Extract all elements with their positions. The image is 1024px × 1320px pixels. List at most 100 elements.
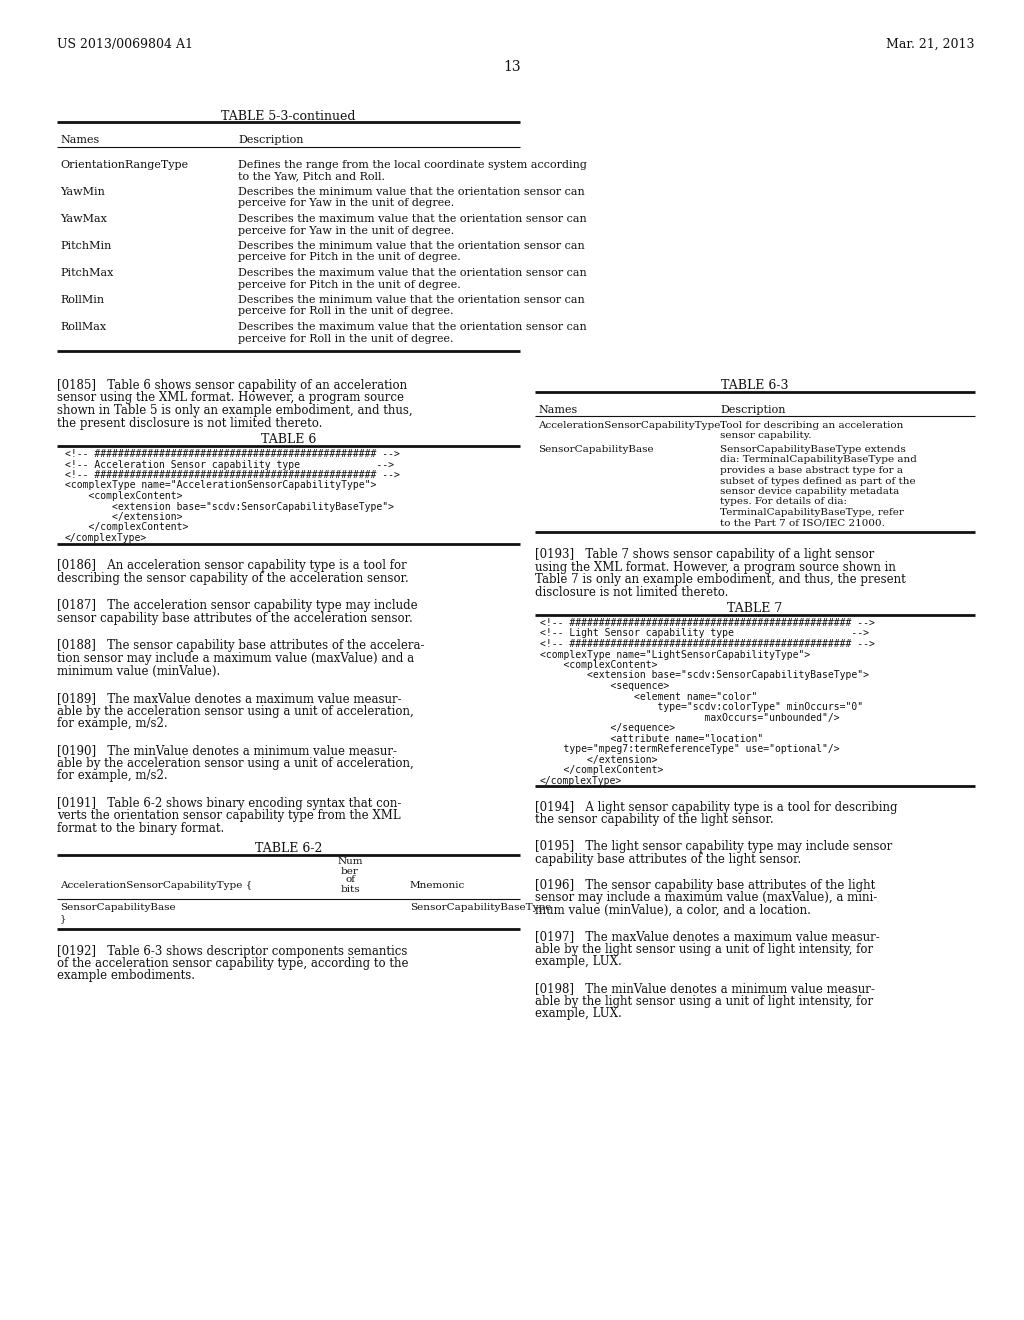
Text: <element name="color": <element name="color" xyxy=(540,692,758,701)
Text: </sequence>: </sequence> xyxy=(540,723,675,733)
Text: using the XML format. However, a program source shown in: using the XML format. However, a program… xyxy=(535,561,896,573)
Text: TABLE 6-3: TABLE 6-3 xyxy=(721,379,788,392)
Text: <complexContent>: <complexContent> xyxy=(65,491,182,502)
Text: <attribute name="location": <attribute name="location" xyxy=(540,734,763,743)
Text: <extension base="scdv:SensorCapabilityBaseType">: <extension base="scdv:SensorCapabilityBa… xyxy=(540,671,869,681)
Text: disclosure is not limited thereto.: disclosure is not limited thereto. xyxy=(535,586,728,598)
Text: mum value (minValue), a color, and a location.: mum value (minValue), a color, and a loc… xyxy=(535,904,811,917)
Text: for example, m/s2.: for example, m/s2. xyxy=(57,717,168,730)
Text: ber: ber xyxy=(341,866,359,875)
Text: able by the acceleration sensor using a unit of acceleration,: able by the acceleration sensor using a … xyxy=(57,756,414,770)
Text: provides a base abstract type for a: provides a base abstract type for a xyxy=(720,466,903,475)
Text: <sequence>: <sequence> xyxy=(540,681,670,690)
Text: to the Part 7 of ISO/IEC 21000.: to the Part 7 of ISO/IEC 21000. xyxy=(720,519,885,528)
Text: minimum value (minValue).: minimum value (minValue). xyxy=(57,664,220,677)
Text: of: of xyxy=(345,875,355,884)
Text: describing the sensor capability of the acceleration sensor.: describing the sensor capability of the … xyxy=(57,572,409,585)
Text: TABLE 6-2: TABLE 6-2 xyxy=(255,842,323,854)
Text: subset of types defined as part of the: subset of types defined as part of the xyxy=(720,477,915,486)
Text: [0188]   The sensor capability base attributes of the accelera-: [0188] The sensor capability base attrib… xyxy=(57,639,425,652)
Text: </extension>: </extension> xyxy=(65,512,182,521)
Text: SensorCapabilityBaseType extends: SensorCapabilityBaseType extends xyxy=(720,445,906,454)
Text: able by the light sensor using a unit of light intensity, for: able by the light sensor using a unit of… xyxy=(535,942,873,956)
Text: [0186]   An acceleration sensor capability type is a tool for: [0186] An acceleration sensor capability… xyxy=(57,560,407,573)
Text: Describes the minimum value that the orientation sensor can: Describes the minimum value that the ori… xyxy=(238,242,585,251)
Text: TABLE 6: TABLE 6 xyxy=(261,433,316,446)
Text: [0192]   Table 6-3 shows descriptor components semantics: [0192] Table 6-3 shows descriptor compon… xyxy=(57,945,408,957)
Text: dia: TerminalCapabilityBaseType and: dia: TerminalCapabilityBaseType and xyxy=(720,455,916,465)
Text: Describes the maximum value that the orientation sensor can: Describes the maximum value that the ori… xyxy=(238,214,587,224)
Text: Describes the minimum value that the orientation sensor can: Describes the minimum value that the ori… xyxy=(238,187,585,197)
Text: the present disclosure is not limited thereto.: the present disclosure is not limited th… xyxy=(57,417,323,429)
Text: TABLE 5-3-continued: TABLE 5-3-continued xyxy=(221,110,355,123)
Text: </complexType>: </complexType> xyxy=(65,533,147,543)
Text: [0189]   The maxValue denotes a maximum value measur-: [0189] The maxValue denotes a maximum va… xyxy=(57,692,401,705)
Text: Table 7 is only an example embodiment, and thus, the present: Table 7 is only an example embodiment, a… xyxy=(535,573,906,586)
Text: perceive for Pitch in the unit of degree.: perceive for Pitch in the unit of degree… xyxy=(238,280,461,289)
Text: YawMax: YawMax xyxy=(60,214,106,224)
Text: <complexContent>: <complexContent> xyxy=(540,660,657,671)
Text: Describes the maximum value that the orientation sensor can: Describes the maximum value that the ori… xyxy=(238,322,587,333)
Text: sensor device capability metadata: sensor device capability metadata xyxy=(720,487,899,496)
Text: <!-- ################################################ -->: <!-- ###################################… xyxy=(65,449,400,459)
Text: for example, m/s2.: for example, m/s2. xyxy=(57,770,168,783)
Text: to the Yaw, Pitch and Roll.: to the Yaw, Pitch and Roll. xyxy=(238,172,385,181)
Text: tion sensor may include a maximum value (maxValue) and a: tion sensor may include a maximum value … xyxy=(57,652,414,665)
Text: Description: Description xyxy=(238,135,303,145)
Text: [0190]   The minValue denotes a minimum value measur-: [0190] The minValue denotes a minimum va… xyxy=(57,744,397,758)
Text: Mar. 21, 2013: Mar. 21, 2013 xyxy=(887,38,975,51)
Text: Names: Names xyxy=(538,405,578,414)
Text: RollMin: RollMin xyxy=(60,294,104,305)
Text: type="scdv:colorType" minOccurs="0": type="scdv:colorType" minOccurs="0" xyxy=(540,702,863,711)
Text: able by the acceleration sensor using a unit of acceleration,: able by the acceleration sensor using a … xyxy=(57,705,414,718)
Text: Describes the minimum value that the orientation sensor can: Describes the minimum value that the ori… xyxy=(238,294,585,305)
Text: sensor capability base attributes of the acceleration sensor.: sensor capability base attributes of the… xyxy=(57,612,413,624)
Text: </complexType>: </complexType> xyxy=(540,776,623,785)
Text: type="mpeg7:termReferenceType" use="optional"/>: type="mpeg7:termReferenceType" use="opti… xyxy=(540,744,840,754)
Text: Names: Names xyxy=(60,135,99,145)
Text: example, LUX.: example, LUX. xyxy=(535,1007,622,1020)
Text: SensorCapabilityBase: SensorCapabilityBase xyxy=(538,445,653,454)
Text: capability base attributes of the light sensor.: capability base attributes of the light … xyxy=(535,853,801,866)
Text: of the acceleration sensor capability type, according to the: of the acceleration sensor capability ty… xyxy=(57,957,409,970)
Text: [0185]   Table 6 shows sensor capability of an acceleration: [0185] Table 6 shows sensor capability o… xyxy=(57,379,408,392)
Text: 13: 13 xyxy=(503,59,521,74)
Text: example, LUX.: example, LUX. xyxy=(535,956,622,969)
Text: PitchMax: PitchMax xyxy=(60,268,114,279)
Text: sensor capability.: sensor capability. xyxy=(720,432,811,441)
Text: [0198]   The minValue denotes a minimum value measur-: [0198] The minValue denotes a minimum va… xyxy=(535,982,874,995)
Text: perceive for Roll in the unit of degree.: perceive for Roll in the unit of degree. xyxy=(238,334,454,343)
Text: [0195]   The light sensor capability type may include sensor: [0195] The light sensor capability type … xyxy=(535,840,892,853)
Text: sensor using the XML format. However, a program source: sensor using the XML format. However, a … xyxy=(57,392,404,404)
Text: Defines the range from the local coordinate system according: Defines the range from the local coordin… xyxy=(238,160,587,170)
Text: Mnemonic: Mnemonic xyxy=(410,882,465,891)
Text: PitchMin: PitchMin xyxy=(60,242,112,251)
Text: able by the light sensor using a unit of light intensity, for: able by the light sensor using a unit of… xyxy=(535,994,873,1007)
Text: <extension base="scdv:SensorCapabilityBaseType">: <extension base="scdv:SensorCapabilityBa… xyxy=(65,502,394,511)
Text: format to the binary format.: format to the binary format. xyxy=(57,822,224,836)
Text: OrientationRangeType: OrientationRangeType xyxy=(60,160,188,170)
Text: TerminalCapabilityBaseType, refer: TerminalCapabilityBaseType, refer xyxy=(720,508,904,517)
Text: perceive for Pitch in the unit of degree.: perceive for Pitch in the unit of degree… xyxy=(238,252,461,263)
Text: Tool for describing an acceleration: Tool for describing an acceleration xyxy=(720,421,903,430)
Text: sensor may include a maximum value (maxValue), a mini-: sensor may include a maximum value (maxV… xyxy=(535,891,878,904)
Text: perceive for Yaw in the unit of degree.: perceive for Yaw in the unit of degree. xyxy=(238,226,455,235)
Text: maxOccurs="unbounded"/>: maxOccurs="unbounded"/> xyxy=(540,713,840,722)
Text: US 2013/0069804 A1: US 2013/0069804 A1 xyxy=(57,38,193,51)
Text: [0191]   Table 6-2 shows binary encoding syntax that con-: [0191] Table 6-2 shows binary encoding s… xyxy=(57,797,401,810)
Text: types. For details of dia:: types. For details of dia: xyxy=(720,498,847,507)
Text: AccelerationSensorCapabilityType {: AccelerationSensorCapabilityType { xyxy=(60,882,252,891)
Text: bits: bits xyxy=(340,884,359,894)
Text: [0193]   Table 7 shows sensor capability of a light sensor: [0193] Table 7 shows sensor capability o… xyxy=(535,548,874,561)
Text: AccelerationSensorCapabilityType: AccelerationSensorCapabilityType xyxy=(538,421,720,430)
Text: RollMax: RollMax xyxy=(60,322,106,333)
Text: <!-- Light Sensor capability type                    -->: <!-- Light Sensor capability type --> xyxy=(540,628,869,639)
Text: SensorCapabilityBase: SensorCapabilityBase xyxy=(60,903,176,912)
Text: <complexType name="LightSensorCapabilityType">: <complexType name="LightSensorCapability… xyxy=(540,649,810,660)
Text: verts the orientation sensor capability type from the XML: verts the orientation sensor capability … xyxy=(57,809,400,822)
Text: <!-- Acceleration Sensor capability type             -->: <!-- Acceleration Sensor capability type… xyxy=(65,459,394,470)
Text: <complexType name="AccelerationSensorCapabilityType">: <complexType name="AccelerationSensorCap… xyxy=(65,480,377,491)
Text: Description: Description xyxy=(720,405,785,414)
Text: [0194]   A light sensor capability type is a tool for describing: [0194] A light sensor capability type is… xyxy=(535,801,897,814)
Text: <!-- ################################################ -->: <!-- ###################################… xyxy=(540,618,874,628)
